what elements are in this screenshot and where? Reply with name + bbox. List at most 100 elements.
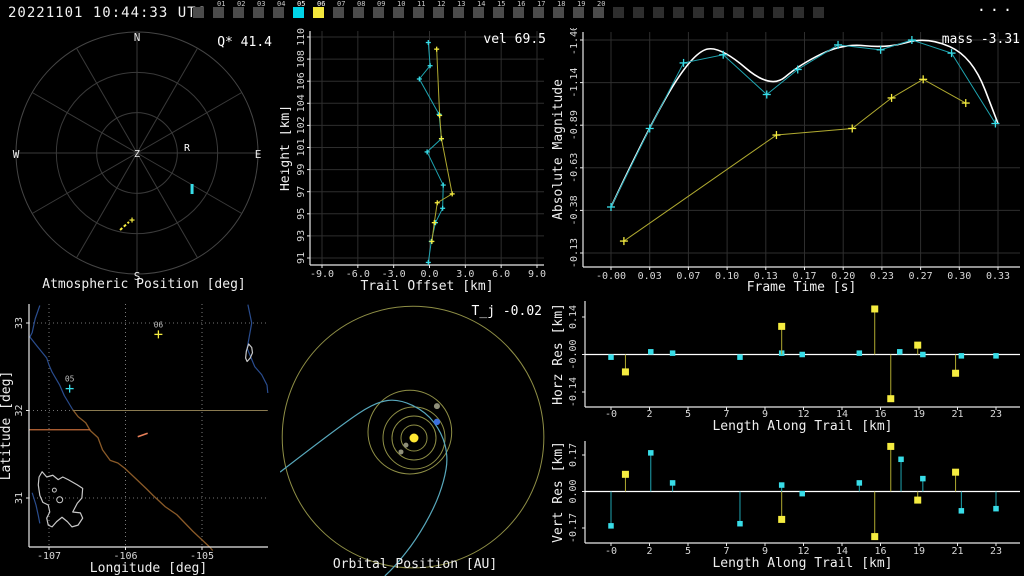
svg-text:0.30: 0.30	[947, 271, 971, 282]
frame-square[interactable]	[693, 7, 704, 18]
svg-text:106: 106	[296, 72, 307, 90]
svg-text:0.00: 0.00	[568, 479, 579, 503]
frame-square[interactable]	[673, 7, 684, 18]
frame-square[interactable]	[753, 7, 764, 18]
svg-text:102: 102	[296, 116, 307, 134]
yellow-residuals	[621, 305, 960, 403]
absolute-magnitude-panel: -0.00 0.03 0.07 0.10 0.13 0.17 0.20 0.23 0.27 0.3…	[550, 25, 1024, 296]
frame-square-11[interactable]: 11	[413, 0, 425, 18]
frame-square[interactable]	[713, 7, 724, 18]
horz-res-panel: -0 2 5 7 9 12 14 16 19 21 23 0.14 -0.00 -0.14 Length A…	[550, 295, 1024, 435]
frame-label: 07	[337, 0, 346, 8]
svg-text:19: 19	[913, 409, 925, 420]
svg-text:6.0: 6.0	[492, 269, 510, 280]
svg-text:05: 05	[65, 375, 75, 384]
trail-offset-panel: -9.0 -6.0 -3.0 0.0 3.0 6.0 9.0 110 108 106 104 102 1…	[278, 28, 550, 296]
frame-square-14[interactable]: 14	[473, 0, 485, 18]
svg-text:91: 91	[296, 252, 307, 264]
frame-square[interactable]	[633, 7, 644, 18]
svg-text:-107: -107	[37, 551, 61, 562]
frame-square-07[interactable]: 07	[333, 0, 345, 18]
outer-planet-dot	[433, 403, 440, 410]
svg-text:-0: -0	[605, 409, 617, 420]
frame-square[interactable]	[813, 7, 824, 18]
frame-square-02[interactable]: 02	[233, 0, 245, 18]
frame-square[interactable]	[773, 7, 784, 18]
svg-text:06: 06	[154, 320, 164, 329]
meteoroid-orbit	[279, 399, 448, 576]
frame-square-06[interactable]: 06	[313, 0, 325, 18]
frame-square-16[interactable]: 16	[513, 0, 525, 18]
svg-text:Height [km]: Height [km]	[280, 105, 293, 191]
sun-dot	[409, 433, 419, 443]
frame-square[interactable]	[613, 7, 624, 18]
frame-label: 18	[557, 0, 566, 8]
frame-square-03[interactable]: 03	[253, 0, 265, 18]
frame-label: 10	[397, 0, 406, 8]
urban-outline	[37, 471, 84, 528]
frame-square-01[interactable]: 01	[213, 0, 225, 18]
frame-square[interactable]	[193, 7, 204, 18]
frame-square-13[interactable]: 13	[453, 0, 465, 18]
svg-text:21: 21	[951, 546, 963, 557]
orbital-position-panel: T_j -0.02 Orbital Position [AU]	[279, 295, 550, 576]
svg-text:97: 97	[296, 186, 307, 198]
svg-text:-0.13: -0.13	[569, 238, 580, 268]
frame-label: 09	[377, 0, 386, 8]
vert-res-panel: -0 2 5 7 9 12 14 16 19 21 23 0.17 0.00 -0.17 Length Al…	[550, 435, 1024, 576]
frame-square-10[interactable]: 10	[393, 0, 405, 18]
atmospheric-position: N S W E Z R Q* 41.4 Atmospheric Position [deg]	[13, 31, 272, 292]
frame-square-08[interactable]: 08	[353, 0, 365, 18]
svg-text:0.17: 0.17	[568, 443, 579, 467]
svg-text:16: 16	[874, 409, 886, 420]
svg-text:Q* 41.4: Q* 41.4	[217, 35, 272, 50]
frame-square-09[interactable]: 09	[373, 0, 385, 18]
svg-text:108: 108	[296, 50, 307, 68]
frame-label: 05	[297, 0, 306, 8]
frame-square-12[interactable]: 12	[433, 0, 445, 18]
frame-square-19[interactable]: 19	[573, 0, 585, 18]
frame-square-15[interactable]: 15	[493, 0, 505, 18]
svg-text:99: 99	[296, 164, 307, 176]
svg-text:0.23: 0.23	[870, 271, 894, 282]
frame-square-05[interactable]: 05	[293, 0, 305, 18]
svg-text:7: 7	[723, 409, 729, 420]
svg-text:0.13: 0.13	[754, 271, 778, 282]
svg-text:0.33: 0.33	[986, 271, 1010, 282]
earth-dot	[433, 418, 441, 426]
yellow-series	[619, 75, 970, 246]
svg-text:-0.63: -0.63	[569, 153, 580, 183]
orbit-ring	[367, 389, 453, 475]
svg-text:W: W	[13, 148, 20, 161]
frame-square-04[interactable]: 04	[273, 0, 285, 18]
yellow-residuals	[621, 442, 960, 541]
svg-text:0.27: 0.27	[909, 271, 933, 282]
frame-selector: 01 02 03 04 05 06 07 08 09 10 11 12 13 14 15 16 17 18 19 20	[193, 0, 824, 18]
frame-label: 20	[597, 0, 606, 8]
river-west	[29, 305, 74, 410]
frame-square-20[interactable]: 20	[593, 0, 605, 18]
overflow-menu-button[interactable]: ···	[976, 1, 1016, 19]
frame-square[interactable]	[793, 7, 804, 18]
frame-square-18[interactable]: 18	[553, 0, 565, 18]
svg-text:93: 93	[296, 230, 307, 242]
river-southwest	[31, 492, 41, 524]
svg-text:-0: -0	[605, 546, 617, 557]
svg-text:Z: Z	[134, 149, 140, 160]
frame-square[interactable]	[733, 7, 744, 18]
svg-text:vel 69.5: vel 69.5	[483, 32, 546, 47]
svg-text:-0.14: -0.14	[568, 377, 579, 407]
frame-label: 12	[437, 0, 446, 8]
svg-text:Absolute Magnitude: Absolute Magnitude	[551, 79, 566, 220]
frame-square[interactable]	[653, 7, 664, 18]
frame-square-17[interactable]: 17	[533, 0, 545, 18]
svg-text:23: 23	[990, 546, 1002, 557]
svg-text:5: 5	[685, 409, 691, 420]
svg-text:12: 12	[797, 409, 809, 420]
ground-map-panel: -107 -106 -105 33 32 31 Longitude [deg] Latitud…	[0, 295, 280, 576]
svg-text:E: E	[255, 148, 262, 161]
vert-res: -0 2 5 7 9 12 14 16 19 21 23 0.17 0.00 -0.17 Length Al…	[551, 441, 1020, 571]
frame-label: 15	[497, 0, 506, 8]
frame-label: 17	[537, 0, 546, 8]
